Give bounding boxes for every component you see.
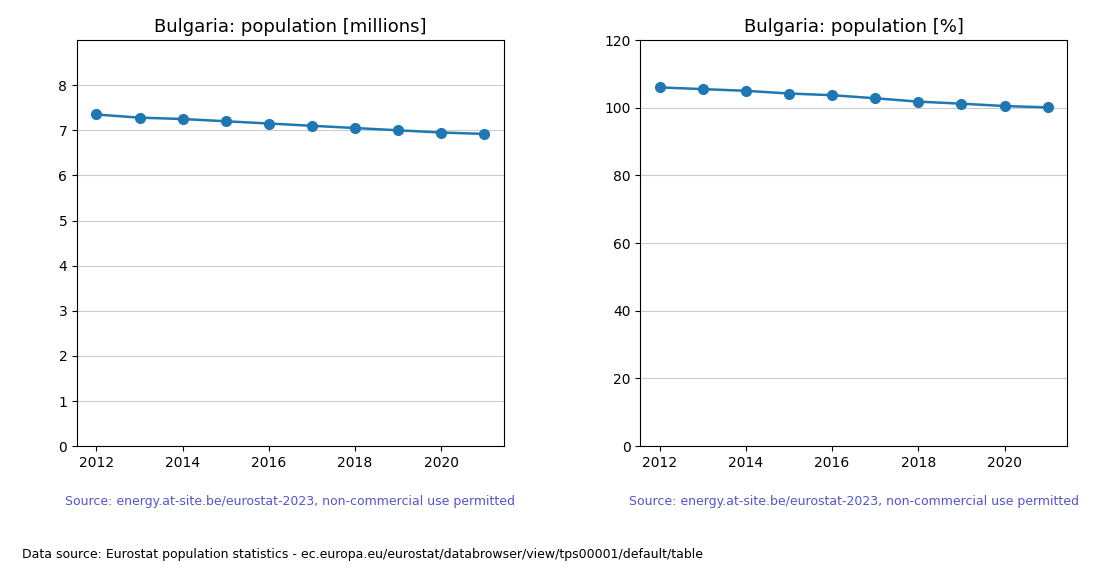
Text: Data source: Eurostat population statistics - ec.europa.eu/eurostat/databrowser/: Data source: Eurostat population statist…: [22, 547, 703, 561]
Text: Source: energy.at-site.be/eurostat-2023, non-commercial use permitted: Source: energy.at-site.be/eurostat-2023,…: [628, 495, 1079, 508]
Title: Bulgaria: population [%]: Bulgaria: population [%]: [744, 18, 964, 35]
Text: Source: energy.at-site.be/eurostat-2023, non-commercial use permitted: Source: energy.at-site.be/eurostat-2023,…: [65, 495, 516, 508]
Title: Bulgaria: population [millions]: Bulgaria: population [millions]: [154, 18, 427, 35]
